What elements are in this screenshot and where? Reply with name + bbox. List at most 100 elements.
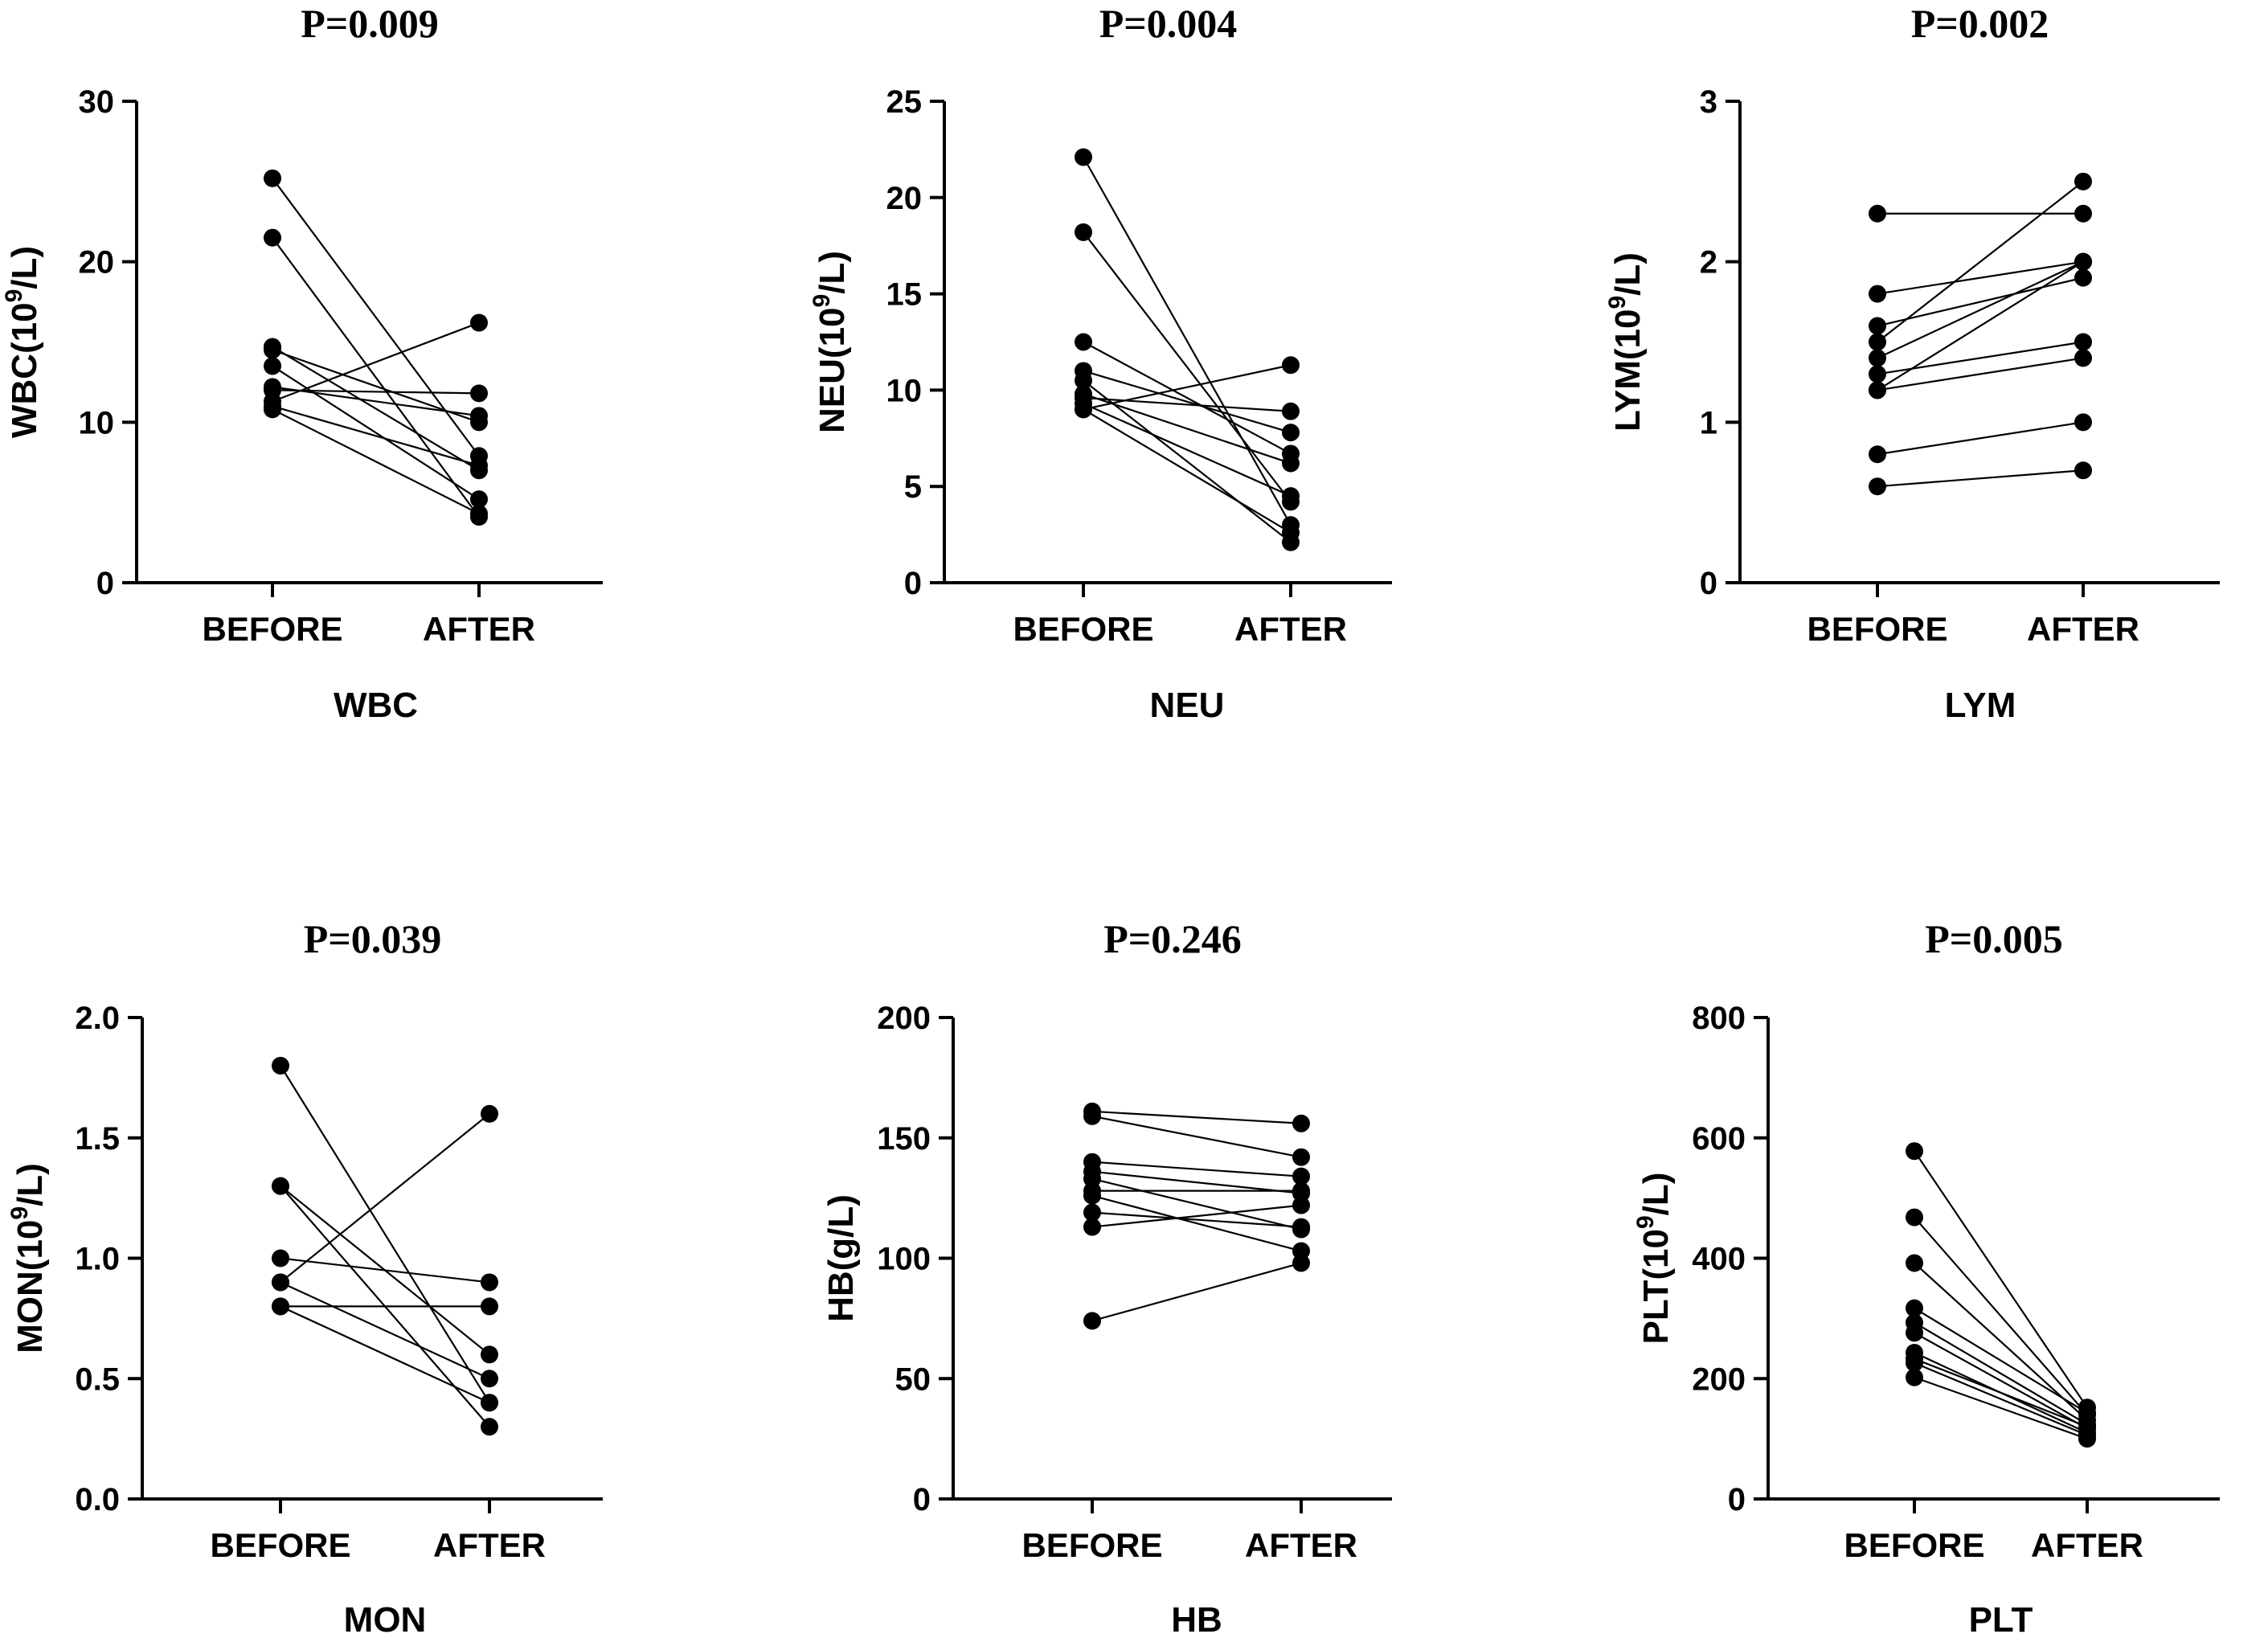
after-point-8 (481, 1394, 498, 1412)
y-axis-label-superscript: 9 (809, 294, 835, 308)
y-tick-label: 0.0 (75, 1482, 120, 1517)
y-tick-label: 0 (1700, 566, 1717, 601)
paired-line-9 (1914, 1362, 2088, 1436)
x-category-label: AFTER (2027, 610, 2139, 648)
x-category-label: BEFORE (1013, 610, 1153, 648)
after-point-5 (470, 490, 488, 509)
before-point-10 (1906, 1368, 1923, 1386)
after-point-2 (481, 1345, 498, 1364)
before-point-2 (1075, 223, 1092, 241)
after-point-10 (1292, 1254, 1310, 1272)
x-axis-label: PLT (1969, 1600, 2033, 1638)
before-point-1 (1869, 204, 1886, 223)
y-tick-label: 2.0 (75, 1001, 120, 1036)
after-point-2 (1292, 1148, 1310, 1166)
before-point-4 (272, 1249, 289, 1267)
paired-line-3 (1083, 341, 1292, 455)
x-category-label: BEFORE (202, 610, 342, 648)
y-tick-label: 800 (1692, 1001, 1746, 1036)
paired-line-1 (1914, 1150, 2088, 1408)
panel-title: P=0.005 (1925, 916, 2063, 961)
paired-line-4 (1091, 1170, 1302, 1194)
paired-line-4 (1914, 1307, 2088, 1414)
before-point-4 (1869, 333, 1886, 351)
paired-line-10 (1083, 408, 1292, 534)
after-point-9 (2074, 413, 2092, 432)
before-point-8 (1869, 381, 1886, 399)
y-tick-label: 600 (1692, 1121, 1746, 1157)
before-point-1 (1906, 1142, 1923, 1161)
y-axis-label-superscript: 9 (1604, 296, 1631, 309)
before-point-6 (1869, 365, 1886, 383)
y-tick-label: 0 (913, 1482, 931, 1517)
y-tick-label: 5 (904, 469, 922, 505)
before-point-10 (1075, 400, 1092, 419)
paired-line-8 (272, 321, 480, 403)
y-axis-label: HB(g/L) (821, 1194, 861, 1322)
after-point-8 (2074, 252, 2092, 271)
y-tick-label: 10 (886, 373, 923, 408)
paired-line-10 (1877, 469, 2084, 488)
before-point-4 (1906, 1299, 1923, 1317)
after-point-9 (1282, 356, 1300, 375)
y-axis-label-unit: /L) (1608, 252, 1648, 296)
after-point-3 (1292, 1167, 1310, 1186)
before-point-10 (1083, 1312, 1101, 1330)
after-point-10 (470, 505, 488, 523)
paired-line-6 (280, 1281, 490, 1380)
paired-line-6 (1083, 393, 1292, 465)
paired-line-8 (1083, 403, 1292, 498)
paired-line-4 (280, 1257, 490, 1284)
before-point-6 (1906, 1324, 1923, 1342)
before-point-4 (264, 341, 281, 359)
y-axis-label-main: PLT(10 (1636, 1229, 1676, 1344)
paired-line-7 (272, 389, 480, 395)
panel-title: P=0.004 (1099, 1, 1238, 46)
panel-title: P=0.039 (304, 916, 442, 961)
x-category-label: BEFORE (1807, 610, 1947, 648)
y-axis-label-unit: /L) (10, 1163, 50, 1206)
y-tick-label: 200 (877, 1001, 931, 1036)
paired-line-5 (280, 1112, 490, 1284)
panel-mon: P=0.039 0.0 0.5 1.0 1.5 2.0 BEFORE AFTER MON(109… (6, 916, 603, 1638)
after-point-7 (481, 1297, 498, 1316)
after-point-3 (481, 1418, 498, 1436)
after-point-6 (470, 407, 488, 425)
after-point-7 (2074, 349, 2092, 367)
y-tick-label: 3 (1700, 84, 1717, 120)
x-category-label: AFTER (1234, 610, 1347, 648)
y-axis-label: MON(109/L) (6, 1163, 50, 1353)
paired-line-10 (1091, 1262, 1302, 1322)
after-point-6 (1282, 454, 1300, 473)
paired-line-1 (1091, 1110, 1302, 1124)
paired-line-10 (1914, 1376, 2088, 1440)
x-category-label: AFTER (423, 610, 535, 648)
paired-line-1 (280, 1065, 490, 1403)
after-point-8 (1282, 487, 1300, 506)
panel-wbc: P=0.009 0 10 20 30 BEFORE AFTER WBC(109/L) WBC (1, 1, 603, 725)
paired-line-1 (1083, 156, 1292, 526)
paired-line-4 (1877, 180, 2084, 343)
panel-hb: P=0.246 0 50 100 150 200 BEFORE AFTER HB(g/L) HB (821, 916, 1392, 1638)
paired-line-6 (1914, 1332, 2088, 1430)
y-tick-label: 25 (886, 84, 923, 120)
y-tick-label: 200 (1692, 1362, 1746, 1397)
before-point-2 (1083, 1107, 1101, 1125)
y-tick-label: 0.5 (75, 1362, 120, 1397)
before-point-1 (272, 1056, 289, 1075)
y-tick-label: 2 (1700, 245, 1717, 281)
after-point-9 (470, 457, 488, 475)
after-point-10 (1282, 523, 1300, 542)
before-point-9 (1869, 445, 1886, 464)
paired-line-2 (272, 237, 480, 518)
paired-line-2 (1083, 231, 1292, 503)
paired-line-3 (272, 346, 480, 472)
panel-title: P=0.009 (301, 1, 439, 46)
y-tick-label: 20 (79, 245, 115, 281)
x-axis-label: WBC (334, 686, 418, 725)
after-point-10 (2074, 461, 2092, 480)
after-point-6 (2074, 333, 2092, 351)
after-point-5 (481, 1104, 498, 1123)
